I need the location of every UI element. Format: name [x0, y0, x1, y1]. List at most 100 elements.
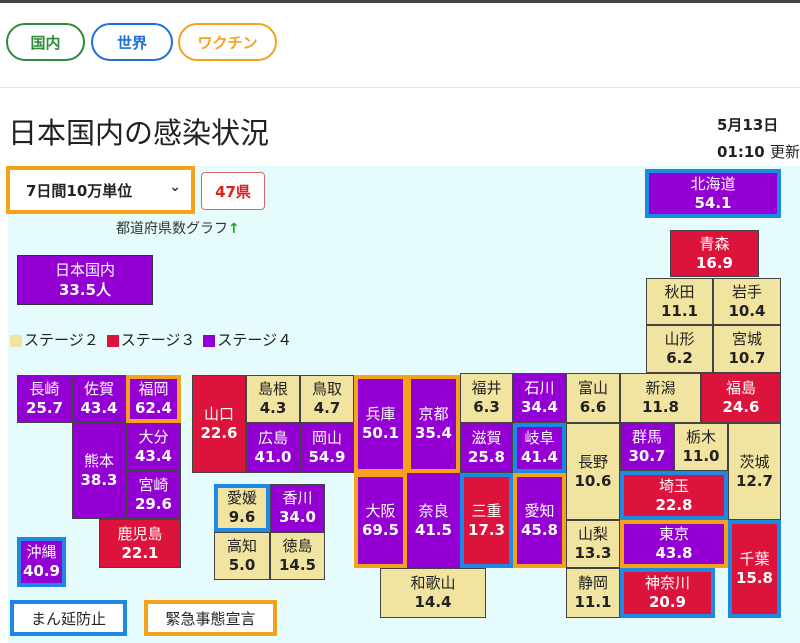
pref-value: 62.4 — [134, 399, 172, 417]
pref-shimane[interactable]: 島根 4.3 — [246, 375, 300, 423]
pref-value: 5.0 — [228, 556, 256, 574]
pref-value: 11.1 — [574, 593, 612, 611]
pref-name: 岡山 — [311, 429, 342, 447]
pref-name: 熊本 — [83, 452, 114, 470]
pref-value: 34.4 — [520, 398, 558, 416]
pref-okinawa[interactable]: 沖縄 40.9 — [17, 537, 66, 587]
graph-link-label: 都道府県数グラフ — [116, 221, 228, 237]
pref-saitama[interactable]: 埼玉 22.8 — [620, 471, 728, 520]
pref-ehime[interactable]: 愛媛 9.6 — [214, 484, 270, 532]
pref-tochigi[interactable]: 栃木 11.0 — [674, 423, 728, 471]
pref-value: 41.0 — [254, 448, 292, 466]
pref-value: 17.3 — [467, 520, 505, 539]
pref-value: 43.8 — [655, 544, 693, 562]
pref-name: 福島 — [725, 379, 756, 397]
pref-kyoto[interactable]: 京都 35.4 — [407, 375, 460, 473]
pref-kanagawa[interactable]: 神奈川 20.9 — [620, 568, 715, 618]
pref-iwate[interactable]: 岩手 10.4 — [713, 278, 781, 325]
pref-yamanashi[interactable]: 山梨 13.3 — [566, 520, 620, 568]
tab-vaccine[interactable]: ワクチン — [178, 23, 277, 61]
pref-value: 16.9 — [695, 253, 733, 272]
pref-miyagi[interactable]: 宮城 10.7 — [713, 325, 781, 373]
pref-hiroshima[interactable]: 広島 41.0 — [246, 423, 300, 473]
pref-name: 岐阜 — [524, 429, 555, 447]
pref-name: 山口 — [203, 405, 234, 423]
pref-name: 徳島 — [282, 537, 313, 555]
pref-miyazaki[interactable]: 宮崎 29.6 — [126, 471, 181, 519]
pref-name: 愛知 — [524, 501, 555, 520]
pref-gifu[interactable]: 岐阜 41.4 — [513, 423, 566, 473]
pref-name: 石川 — [524, 379, 555, 397]
pref-ishikawa[interactable]: 石川 34.4 — [513, 373, 566, 423]
pref-okayama[interactable]: 岡山 54.9 — [300, 423, 354, 473]
pref-ibaraki[interactable]: 茨城 12.7 — [728, 423, 781, 520]
pref-value: 34.0 — [278, 508, 316, 526]
pref-name: 佐賀 — [83, 380, 114, 398]
pref-mie[interactable]: 三重 17.3 — [460, 473, 513, 568]
pref-value: 4.7 — [313, 399, 341, 417]
pref-shizuoka[interactable]: 静岡 11.1 — [566, 568, 620, 618]
pref-kochi[interactable]: 高知 5.0 — [214, 532, 270, 580]
stage-legend: ステージ２ ステージ３ ステージ４ — [10, 329, 292, 350]
pref-name: 千葉 — [739, 550, 770, 568]
pref-value: 6.6 — [579, 398, 607, 416]
prefecture-graph-link[interactable]: 都道府県数グラフ↑ — [116, 218, 240, 238]
prefecture-count-button[interactable]: 47県 — [201, 172, 265, 210]
pref-nagasaki[interactable]: 長崎 25.7 — [17, 375, 72, 423]
pref-kagoshima[interactable]: 鹿児島 22.1 — [99, 519, 181, 568]
pref-kagawa[interactable]: 香川 34.0 — [270, 484, 325, 532]
pref-value: 41.5 — [414, 520, 452, 539]
pref-aichi[interactable]: 愛知 45.8 — [513, 473, 566, 568]
pref-tottori[interactable]: 鳥取 4.7 — [300, 375, 354, 423]
pref-name: 滋賀 — [471, 429, 502, 447]
stage4-swatch — [203, 334, 216, 347]
pref-fukuoka[interactable]: 福岡 62.4 — [126, 375, 181, 423]
pref-name: 青森 — [699, 234, 730, 253]
pref-gunma[interactable]: 群馬 30.7 — [620, 423, 674, 471]
pref-value: 43.4 — [80, 399, 118, 417]
pref-value: 13.3 — [574, 544, 612, 562]
pref-value: 22.6 — [200, 424, 238, 442]
tab-world[interactable]: 世界 — [91, 23, 173, 61]
pref-name: 大分 — [138, 428, 169, 446]
pref-tokushima[interactable]: 徳島 14.5 — [270, 532, 325, 580]
pref-kumamoto[interactable]: 熊本 38.3 — [72, 423, 126, 519]
pref-nara[interactable]: 奈良 41.5 — [407, 473, 460, 568]
unit-select-value: 7日間10万単位 — [26, 181, 133, 200]
pref-toyama[interactable]: 富山 6.6 — [566, 373, 620, 423]
pref-name: 京都 — [418, 405, 449, 423]
pref-name: 栃木 — [685, 428, 716, 446]
unit-select[interactable]: 7日間10万単位 ⌄ — [6, 166, 195, 214]
pref-name: 茨城 — [739, 452, 770, 471]
pref-oita[interactable]: 大分 43.4 — [126, 423, 181, 471]
pref-value: 14.5 — [278, 556, 316, 574]
pref-wakayama[interactable]: 和歌山 14.4 — [380, 568, 486, 618]
pref-niigata[interactable]: 新潟 11.8 — [620, 373, 701, 423]
pref-value: 11.1 — [660, 301, 698, 320]
pref-fukui[interactable]: 福井 6.3 — [460, 373, 513, 423]
manbo-legend: まん延防止 — [10, 600, 127, 636]
pref-value: 10.7 — [728, 349, 766, 367]
pref-value: 14.4 — [414, 593, 452, 611]
pref-akita[interactable]: 秋田 11.1 — [646, 278, 713, 325]
pref-osaka[interactable]: 大阪 69.5 — [354, 473, 407, 568]
pref-shiga[interactable]: 滋賀 25.8 — [460, 423, 513, 473]
pref-fukushima[interactable]: 福島 24.6 — [701, 373, 781, 423]
manbo-legend-label: まん延防止 — [30, 609, 106, 628]
pref-value: 38.3 — [80, 471, 118, 489]
pref-yamagata[interactable]: 山形 6.2 — [646, 325, 713, 373]
pref-value: 22.1 — [121, 543, 159, 562]
pref-hokkaido[interactable]: 北海道 54.1 — [645, 169, 781, 218]
pref-name: 鳥取 — [311, 380, 342, 398]
pref-aomori[interactable]: 青森 16.9 — [670, 230, 759, 277]
pref-tokyo[interactable]: 東京 43.8 — [620, 520, 728, 568]
pref-name: 山梨 — [577, 525, 608, 543]
pref-saga[interactable]: 佐賀 43.4 — [72, 375, 126, 423]
legend-stage2-label: ステージ２ — [24, 331, 99, 349]
pref-yamaguchi[interactable]: 山口 22.6 — [192, 375, 246, 473]
pref-name: 福岡 — [138, 380, 169, 398]
pref-hyogo[interactable]: 兵庫 50.1 — [354, 375, 407, 473]
pref-chiba[interactable]: 千葉 15.8 — [728, 520, 781, 618]
pref-nagano[interactable]: 長野 10.6 — [566, 423, 620, 520]
tab-domestic[interactable]: 国内 — [6, 23, 85, 61]
